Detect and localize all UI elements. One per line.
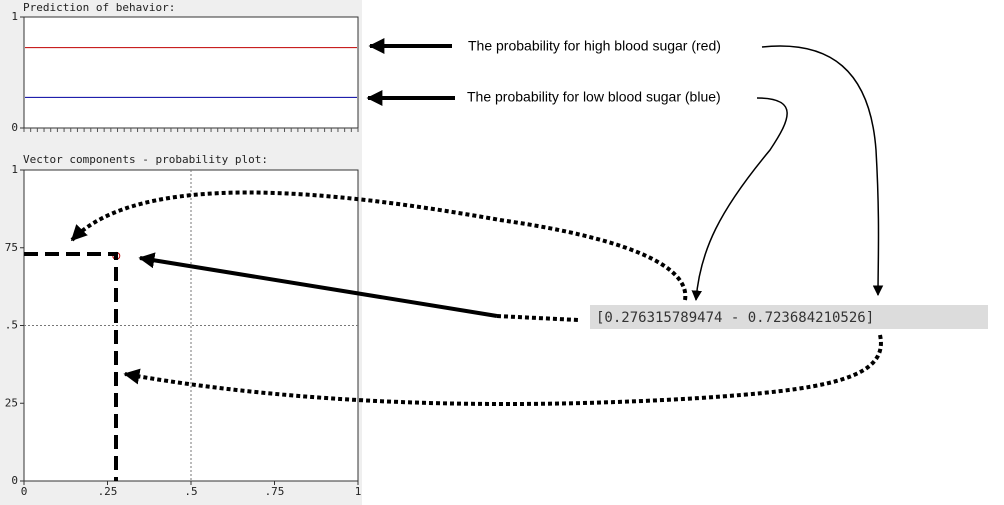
x-tick-label: .25 [98,485,118,498]
value-text: [0.276315789474 - 0.723684210526] [596,310,874,326]
x-ticks [23,128,359,132]
x-tick-label: 0 [21,485,28,498]
y-tick-label: 1 [11,10,18,23]
plot-area [23,169,359,482]
annotation: The probability for low blood sugar (blu… [467,89,721,105]
plot-area [23,16,359,129]
y-tick-label: 0 [11,474,18,487]
value-box [590,305,988,329]
guide-dashed [24,252,118,481]
y-tick-label: 1 [11,163,18,176]
arrow-dotted [70,190,688,301]
y-tick-label: 25 [5,396,18,409]
annotation: The probability for high blood sugar (re… [468,38,721,54]
arrow-thin [761,45,884,297]
x-tick-label: .75 [265,485,285,498]
charts: 0 1 0 25 .5 75 1 0 .25 .5 .75 1 [5,10,362,498]
x-tick-label: .5 [184,485,197,498]
y-tick-label: .5 [5,319,18,332]
x-tick-label: 1 [355,485,362,498]
panel-title: Prediction of behavior: [23,1,175,14]
arrow [138,252,498,318]
arrow-dotted [496,314,579,322]
panel-title: Vector components - probability plot: [23,153,268,166]
y-tick-label: 0 [11,121,18,134]
arrow-dotted [123,334,883,407]
arrow-thin [691,97,788,302]
y-tick-label: 75 [5,241,18,254]
